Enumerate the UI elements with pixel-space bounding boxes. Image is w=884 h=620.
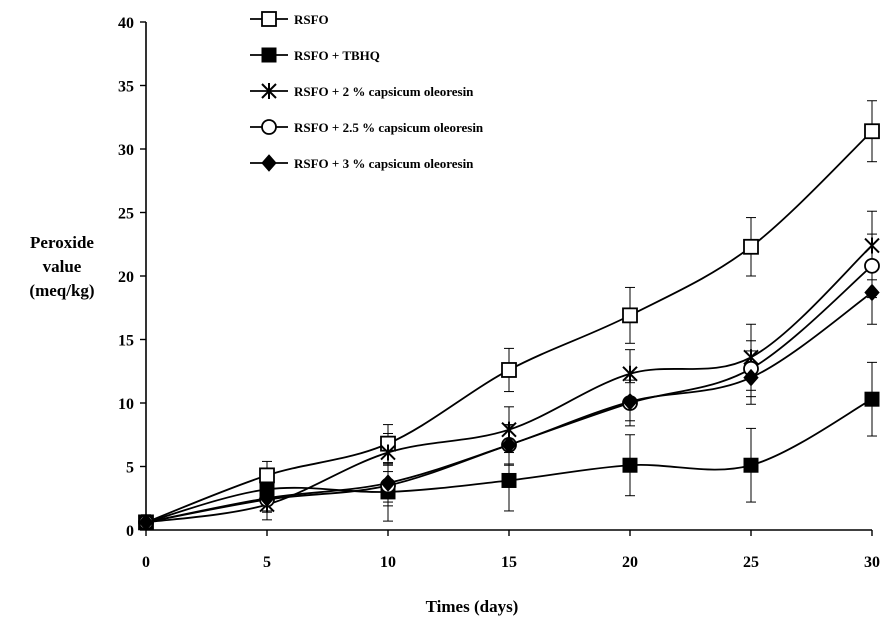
data-point	[864, 391, 880, 407]
legend-label: RSFO + 3 % capsicum oleoresin	[294, 156, 474, 171]
y-axis-title-line: value	[43, 257, 82, 276]
x-tick-label: 25	[743, 554, 759, 571]
data-point	[622, 457, 638, 473]
legend-marker	[261, 119, 277, 135]
data-point	[501, 421, 517, 438]
legend-label: RSFO + 2 % capsicum oleoresin	[294, 84, 474, 99]
data-point	[743, 457, 759, 473]
y-tick-label: 30	[118, 142, 134, 159]
data-point	[864, 257, 880, 274]
data-markers	[138, 123, 880, 532]
x-tick-label: 30	[864, 554, 880, 571]
legend-marker	[261, 11, 277, 27]
legend-item: RSFO	[250, 11, 329, 27]
y-tick-label: 40	[118, 15, 134, 32]
data-point	[864, 123, 880, 140]
x-tick-label: 5	[263, 554, 271, 571]
data-point	[259, 489, 275, 508]
legend-item: RSFO + TBHQ	[250, 47, 380, 63]
legend-label: RSFO + TBHQ	[294, 48, 380, 63]
x-axis-title: Times (days)	[426, 597, 519, 616]
data-point	[501, 472, 517, 488]
legend-item: RSFO + 3 % capsicum oleoresin	[250, 154, 474, 172]
y-tick-label: 35	[118, 79, 134, 96]
y-tick-label: 20	[118, 269, 134, 286]
y-axis-title-line: Peroxide	[30, 233, 94, 252]
legend-marker	[261, 83, 277, 99]
error-bars	[141, 100, 877, 531]
y-tick-label: 0	[126, 523, 134, 540]
data-point	[743, 368, 759, 387]
x-tick-label: 0	[142, 554, 150, 571]
data-point	[501, 362, 517, 378]
y-tick-label: 25	[118, 206, 134, 223]
legend-item: RSFO + 2 % capsicum oleoresin	[250, 83, 474, 99]
y-axis-title-line: (meq/kg)	[29, 281, 94, 300]
axes: 0 5 10 15 20 25 30 35 40 0 5 10 15 20 25 30	[118, 15, 880, 571]
legend-label: RSFO + 2.5 % capsicum oleoresin	[294, 120, 484, 135]
y-axis-title: Peroxide value (meq/kg)	[29, 233, 94, 300]
data-point	[380, 444, 396, 461]
y-tick-label: 10	[118, 396, 134, 413]
data-point	[864, 283, 880, 302]
data-point	[743, 238, 759, 255]
legend-marker	[261, 154, 277, 172]
data-point	[622, 307, 638, 324]
data-point	[864, 237, 880, 254]
data-point	[622, 392, 638, 411]
data-point	[259, 467, 275, 484]
data-point	[501, 436, 517, 454]
y-tick-label: 5	[126, 460, 134, 477]
legend: RSFO RSFO + TBHQ RSFO + 2 % capsicum oleor…	[250, 11, 484, 172]
data-point	[622, 365, 638, 382]
data-point	[380, 474, 396, 492]
legend-item: RSFO + 2.5 % capsicum oleoresin	[250, 119, 484, 135]
y-tick-label: 15	[118, 333, 134, 350]
legend-marker	[261, 47, 277, 63]
legend-label: RSFO	[294, 12, 329, 27]
x-tick-label: 10	[380, 554, 396, 571]
x-tick-label: 15	[501, 554, 517, 571]
x-tick-label: 20	[622, 554, 638, 571]
